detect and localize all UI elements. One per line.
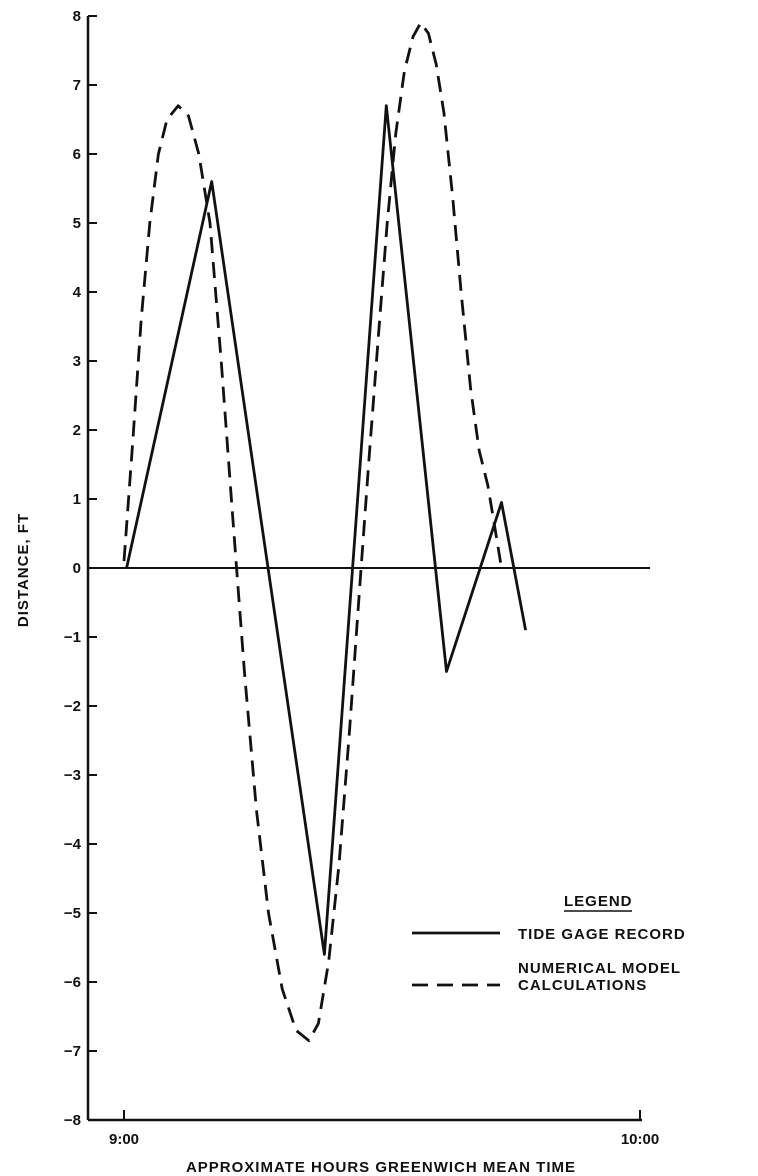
x-tick-label: 10:00: [621, 1131, 659, 1148]
y-tick-label: 3: [73, 353, 81, 370]
y-tick-label: 7: [73, 77, 81, 94]
x-axis-label: APPROXIMATE HOURS GREENWICH MEAN TIME: [186, 1159, 576, 1176]
y-axis-label: DISTANCE, FT: [15, 513, 32, 627]
y-tick-label: −6: [64, 974, 81, 991]
y-tick-label: 0: [73, 560, 81, 577]
y-tick-label: −7: [64, 1043, 81, 1060]
y-tick-label: −3: [64, 767, 81, 784]
axes: 8 7 6 5 4 3 2 1 0 −1 −2 −3 −4 −5 −6 −7 −8 9:00 10:00: [64, 8, 659, 1148]
legend-entry-label: TIDE GAGE RECORD: [518, 926, 686, 943]
plot-area: [122, 21, 527, 1043]
y-tick-label: 1: [73, 491, 81, 508]
y-tick-label: 8: [73, 8, 81, 25]
y-tick-label: −2: [64, 698, 81, 715]
legend-title: LEGEND: [564, 893, 633, 910]
y-tick-label: 5: [73, 215, 81, 232]
series-tide-gage-line: [125, 104, 527, 956]
y-tick-label: 6: [73, 146, 81, 163]
legend-entry-label: NUMERICAL MODEL: [518, 960, 681, 977]
y-tick-label: 4: [73, 284, 82, 301]
y-tick-label: −4: [64, 836, 82, 853]
y-tick-label: −1: [64, 629, 81, 646]
y-tick-label: 2: [73, 422, 81, 439]
x-tick-label: 9:00: [109, 1131, 139, 1148]
series-model-line: [122, 21, 503, 1043]
legend-entry-label-line2: CALCULATIONS: [518, 977, 647, 994]
legend: LEGEND TIDE GAGE RECORD NUMERICAL MODELCAL…: [412, 893, 686, 994]
y-tick-label: −5: [64, 905, 81, 922]
y-tick-label: −8: [64, 1112, 81, 1129]
